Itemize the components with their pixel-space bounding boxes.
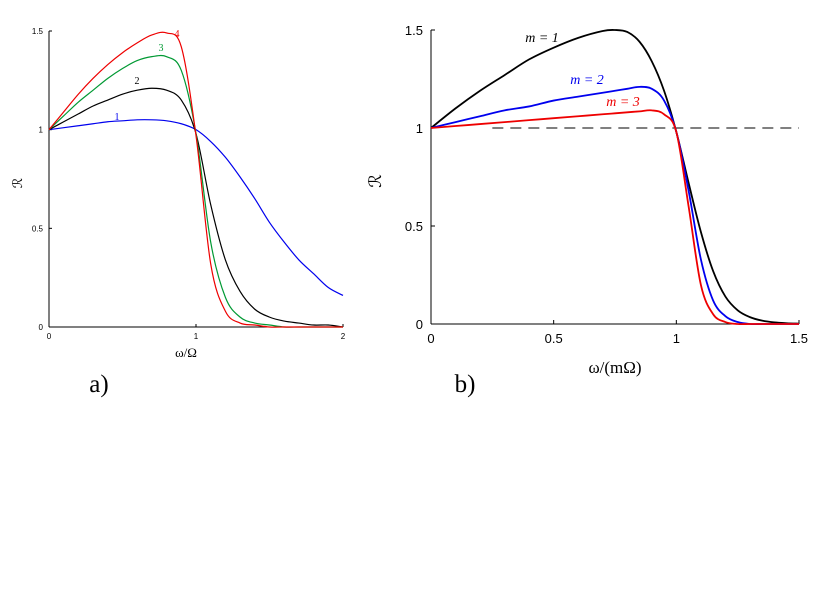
chart-b-x-tick-label: 0 <box>427 331 434 346</box>
chart-b-x-label: ω/(mΩ) <box>588 358 641 377</box>
chart-a-curve-label-3: 3 <box>159 43 164 54</box>
chart-a-y-tick-label: 1 <box>39 126 44 135</box>
chart-b-panel-label: b) <box>455 371 476 398</box>
chart-b-y-tick-label: 1 <box>416 121 423 136</box>
chart-b-curve-label-m2: m = 2 <box>570 73 604 88</box>
chart-b-y-label: ℛ <box>366 174 385 188</box>
chart-a-y-tick-label: 1.5 <box>32 27 44 36</box>
chart-b-y-tick-label: 0.5 <box>405 219 423 234</box>
chart-a-x-tick-label: 2 <box>341 332 346 341</box>
chart-b-series-line-1 <box>430 28 800 325</box>
chart-a-lines <box>48 31 344 328</box>
chart-b-y-tick-label: 0 <box>416 317 423 332</box>
chart-b-x-tick-label: 1 <box>673 331 680 346</box>
chart-b-curve-label-m1: m = 1 <box>525 31 559 46</box>
chart-b-curve-label-m3: m = 3 <box>606 95 640 110</box>
chart-a-panel-label: a) <box>89 371 108 398</box>
chart-a-x-tick-label: 0 <box>47 332 52 341</box>
chart-b-lines <box>430 28 800 326</box>
chart-b: 0 0.5 1 1.5 0 0.5 1 1.5 ω/(mΩ) ℛ b) m = 1 m = 2… <box>366 23 808 398</box>
chart-b-x-tick-label: 0.5 <box>545 331 563 346</box>
chart-a-curve-label-4: 4 <box>175 29 180 40</box>
chart-a: 0 1 2 0 0.5 1 1.5 ω/Ω ℛ a) 1 2 3 4 <box>10 27 346 398</box>
chart-a-y-label: ℛ <box>10 178 25 188</box>
chart-a-series-line-4 <box>48 31 343 328</box>
chart-a-y-tick-label: 0.5 <box>32 224 44 233</box>
chart-b-ticks: 0 0.5 1 1.5 0 0.5 1 1.5 <box>405 23 808 346</box>
chart-a-series-line-1 <box>48 119 344 296</box>
chart-b-series-line-3 <box>430 109 799 326</box>
chart-a-curve-label-2: 2 <box>135 76 140 87</box>
chart-a-x-label: ω/Ω <box>175 345 197 360</box>
chart-a-ticks: 0 1 2 0 0.5 1 1.5 <box>32 27 346 341</box>
chart-a-y-tick-label: 0 <box>39 323 44 332</box>
chart-b-x-tick-label: 1.5 <box>790 331 808 346</box>
chart-b-y-tick-label: 1.5 <box>405 23 423 38</box>
chart-a-curve-label-1: 1 <box>115 112 120 123</box>
chart-a-x-tick-label: 1 <box>194 332 199 341</box>
